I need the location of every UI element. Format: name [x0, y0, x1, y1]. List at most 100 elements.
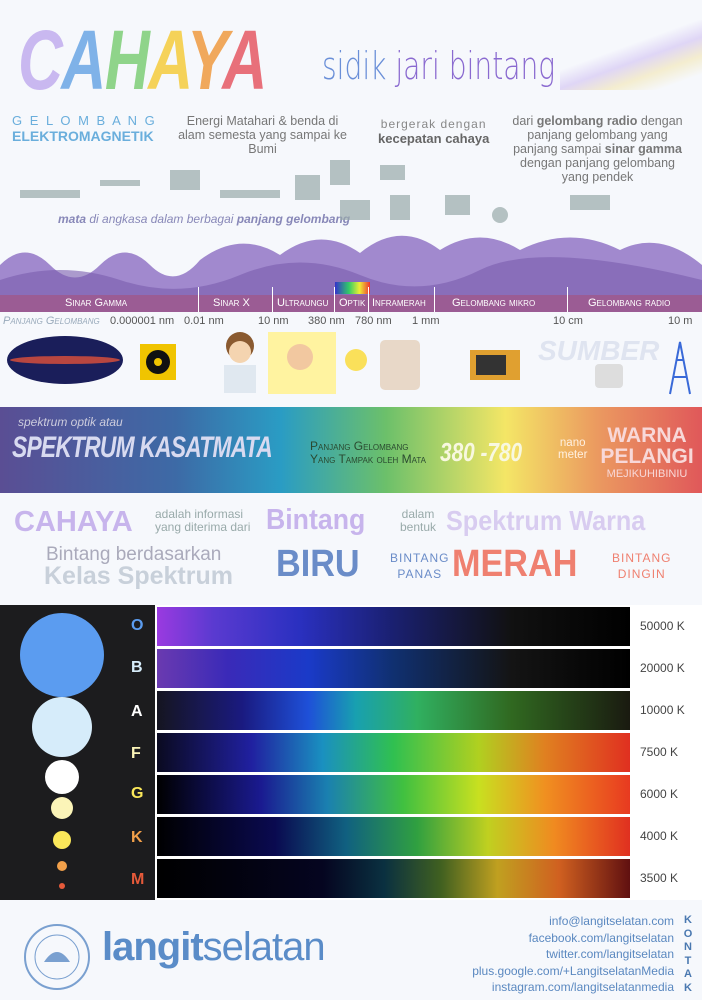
wavelength-value: 1 mm — [412, 315, 440, 327]
t: selatan — [202, 925, 326, 969]
em-heading-a: G E L O M B A N G — [12, 113, 157, 128]
spectral-class-letter: M — [131, 871, 145, 888]
t: meter — [558, 449, 588, 461]
visible-desc: Panjang Gelombang Yang Tampak oleh Mata — [310, 440, 426, 466]
wavelength-value: 380 nm — [308, 315, 345, 327]
t: bentuk — [400, 520, 437, 534]
temperature-label: 50000 K — [640, 619, 685, 633]
speed-text: bergerak dengan kecepatan cahaya — [378, 117, 489, 146]
spectral-class-letter: B — [131, 659, 143, 676]
band-gamma: Sinar Gamma — [65, 297, 128, 309]
heater-icon — [380, 340, 420, 390]
tower-icon — [669, 341, 691, 395]
prism-light — [560, 20, 702, 90]
t: PANAS — [397, 567, 443, 581]
energy-text: Energi Matahari & benda di alam semesta … — [178, 114, 347, 156]
t: dengan panjang gelombang yang panjang sa… — [513, 114, 683, 156]
spectrum-bar-G — [157, 775, 630, 814]
t: Bintang — [266, 504, 366, 536]
band-xray: Sinar X — [213, 297, 250, 309]
t: dalam bentuk — [400, 508, 436, 534]
t: O — [683, 927, 693, 940]
contact-instagram[interactable]: instagram.com/langitselatanmedia — [491, 980, 674, 994]
star-size-circle — [57, 861, 67, 871]
spectral-class-letter: G — [131, 785, 144, 802]
contact-twitter[interactable]: twitter.com/langitselatan — [545, 947, 674, 961]
band-radio: Gelombang radio — [588, 297, 671, 309]
wavelength-value: 10 cm — [553, 315, 583, 327]
spectral-class-letter: F — [131, 745, 141, 762]
page-title: CAHAYA — [18, 18, 267, 102]
range-text: dari gelombang radio dengan panjang gelo… — [505, 114, 690, 184]
title-letter: H — [104, 13, 150, 107]
spectrum-bar-A — [157, 691, 630, 730]
t: DINGIN — [617, 567, 666, 581]
title-letter: C — [18, 13, 63, 107]
t: A — [684, 968, 692, 980]
wavelength-label: Panjang Gelombang — [3, 315, 100, 327]
langitselatan-seal-logo — [24, 924, 90, 990]
t: MERAH — [452, 543, 578, 585]
t: gelombang radio — [536, 114, 638, 128]
contact-email[interactable]: info@langitselatan.com — [549, 914, 674, 928]
star-size-circle — [53, 831, 71, 849]
visible-title: SPEKTRUM KASATMATA — [12, 431, 273, 464]
t: langit — [102, 925, 204, 969]
spectrum-bar-B — [157, 649, 630, 688]
t: sinar gamma — [604, 142, 682, 156]
title-letter: A — [222, 13, 267, 107]
star-size-circle — [51, 797, 73, 819]
subtitle-part: sidik — [322, 44, 396, 88]
t: di angkasa dalam berbagai — [86, 212, 237, 226]
band-uv: Ultraungu — [277, 297, 329, 309]
t: K — [684, 914, 692, 926]
t: WARNA — [607, 424, 687, 447]
t: Panjang Gelombang — [310, 439, 409, 453]
brand-wordmark: langitselatan — [102, 925, 326, 970]
contact-list: info@langitselatan.com facebook.com/lang… — [472, 913, 674, 996]
lightbulb-icon — [345, 349, 367, 371]
star-size-circle — [45, 760, 79, 794]
wavelength-value: 0.01 nm — [184, 315, 224, 327]
speed-a: bergerak dengan — [380, 117, 487, 131]
title-letter: A — [148, 13, 188, 107]
t: BINTANG — [612, 551, 672, 565]
t: N — [684, 941, 692, 953]
t: MEJIKUHIBINIU — [606, 468, 688, 480]
t: Spektrum Warna — [446, 505, 646, 536]
title-letter: Y — [187, 13, 224, 107]
wavelength-value: 780 nm — [355, 315, 392, 327]
subtitle-part: jari — [395, 44, 449, 88]
spectrum-bar-M — [157, 859, 630, 898]
star-size-circle — [59, 883, 65, 889]
t: T — [684, 954, 692, 967]
visible-spectrum-banner: spektrum optik atau SPEKTRUM KASATMATA P… — [0, 407, 702, 493]
t: adalah informasi — [155, 507, 244, 521]
wavelength-value: 10 m — [668, 315, 693, 327]
temperature-label: 10000 K — [640, 703, 685, 717]
t: BINTANG DINGIN — [612, 550, 671, 582]
visible-pre: spektrum optik atau — [18, 415, 123, 429]
temperature-label: 4000 K — [640, 829, 679, 843]
wavelength-value: 10 nm — [258, 315, 289, 327]
contact-facebook[interactable]: facebook.com/langitselatan — [528, 930, 674, 945]
title-letter: A — [61, 13, 106, 107]
t: panjang gelombang — [236, 212, 351, 226]
t: dalam — [401, 507, 435, 521]
contact-googleplus[interactable]: plus.google.com/+LangitselatanMedia — [472, 963, 674, 978]
temperature-label: 3500 K — [640, 871, 679, 885]
t: CAHAYA — [14, 506, 133, 538]
band-optical: Optik — [339, 297, 366, 309]
wavelength-value: 0.000001 nm — [110, 315, 175, 327]
radio-icon — [595, 364, 623, 388]
t: K — [684, 981, 692, 994]
t: mata — [58, 212, 87, 226]
band-labels: Sinar Gamma Sinar X Ultraungu Optik Infr… — [0, 287, 702, 312]
t: BINTANG — [390, 551, 450, 565]
t: PELANGI — [600, 445, 694, 468]
info-text: CAHAYA adalah informasi yang diterima dar… — [0, 500, 702, 595]
em-heading-b: ELEKTROMAGNETIK — [12, 128, 154, 144]
satellites-icon — [20, 160, 610, 223]
em-heading: G E L O M B A N G ELEKTROMAGNETIK — [12, 113, 157, 144]
